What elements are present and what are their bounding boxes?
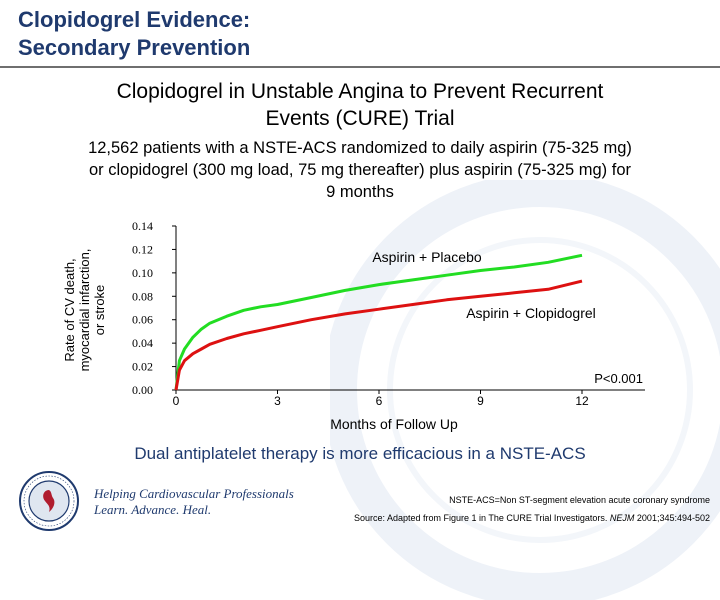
series-line-aspirin-clopidogrel [174, 279, 583, 391]
chart-axes [172, 225, 645, 394]
description-line: or clopidogrel (300 mg load, 75 mg there… [88, 161, 632, 179]
description-line: 12,562 patients with a NSTE-ACS randomiz… [88, 139, 632, 157]
source-journal: NEJM [609, 513, 635, 523]
source-suffix: 2001;345:494-502 [634, 513, 710, 523]
slide-title-line: Secondary Prevention [18, 35, 251, 60]
y-axis-title-line: Rate of CV death, [62, 258, 77, 361]
x-tick-label: 9 [477, 394, 484, 408]
y-axis-title: Rate of CV death,myocardial infarction,o… [62, 249, 107, 372]
y-tick-label: 0.14 [132, 219, 153, 233]
x-tick-labels: 0 3 6 9 12 [173, 394, 589, 408]
y-tick-labels: 0.00 0.02 0.04 0.06 0.08 0.10 0.12 0.14 [132, 219, 153, 397]
series-line-aspirin-placebo [174, 253, 583, 391]
series-label-aspirin-placebo: Aspirin + Placebo [372, 249, 482, 265]
x-tick-label: 12 [575, 394, 589, 408]
p-value-annotation: P<0.001 [594, 371, 643, 386]
description-line: 9 months [326, 183, 394, 201]
trial-description: 12,562 patients with a NSTE-ACS randomiz… [20, 137, 700, 203]
trial-title-line: Clopidogrel in Unstable Angina to Preven… [116, 80, 604, 103]
logo-tagline-line: Learn. Advance. Heal. [94, 502, 212, 517]
slide-title-line: Clopidogrel Evidence: [18, 7, 251, 32]
title-divider [0, 66, 720, 68]
x-tick-label: 6 [376, 394, 383, 408]
logo-tagline: Helping Cardiovascular Professionals Lea… [94, 486, 334, 518]
x-tick-label: 0 [173, 394, 180, 408]
y-axis-title-line: myocardial infarction, [77, 249, 92, 372]
y-tick-label: 0.04 [132, 336, 153, 350]
source-footnote: Source: Adapted from Figure 1 in The CUR… [354, 513, 710, 523]
source-prefix: Source: Adapted from Figure 1 in The CUR… [353, 513, 610, 523]
x-tick-label: 3 [274, 394, 281, 408]
y-tick-label: 0.08 [132, 289, 153, 303]
acc-seal-logo [19, 471, 79, 531]
abbreviation-footnote: NSTE-ACS=Non ST-segment elevation acute … [449, 495, 710, 505]
slide-title: Clopidogrel Evidence: Secondary Preventi… [18, 6, 338, 62]
conclusion-text: Dual antiplatelet therapy is more effica… [134, 444, 586, 463]
x-axis-title: Months of Follow Up [330, 416, 458, 432]
cure-kaplan-meier-chart: 0.000.020.040.060.080.100.120.14 0 3 6 9 12 … [62, 219, 645, 432]
y-tick-label: 0.00 [132, 383, 153, 397]
series-label-aspirin-clopidogrel: Aspirin + Clopidogrel [466, 305, 596, 321]
y-axis-title-line: or stroke [92, 285, 107, 336]
y-tick-label: 0.06 [132, 313, 153, 327]
logo-tagline-line: Helping Cardiovascular Professionals [94, 486, 294, 501]
y-tick-label: 0.02 [132, 360, 153, 374]
series-lines [174, 253, 583, 391]
y-tick-label: 0.12 [132, 242, 153, 256]
trial-title: Clopidogrel in Unstable Angina to Preven… [60, 78, 660, 132]
y-tick-label: 0.10 [132, 266, 153, 280]
trial-title-line: Events (CURE) Trial [265, 107, 455, 130]
